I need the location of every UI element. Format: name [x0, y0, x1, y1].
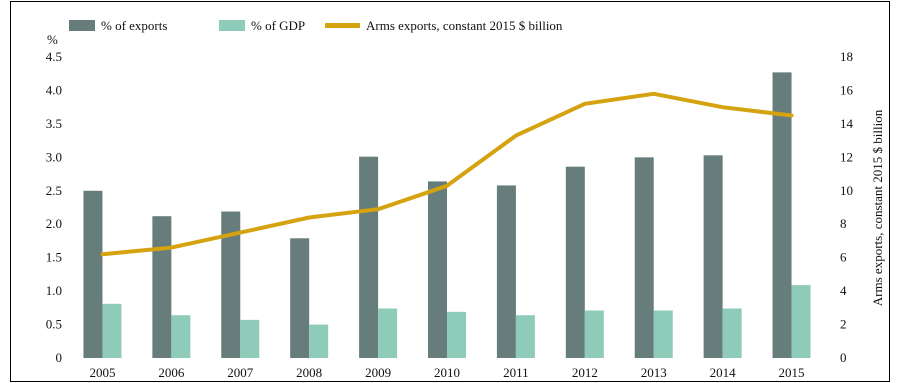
arms-exports-line — [100, 91, 794, 257]
bar-gdp-2006 — [171, 315, 191, 358]
right-tick-label: 6 — [840, 250, 847, 265]
bar-gdp-2013 — [653, 310, 673, 358]
left-tick-label: 4.0 — [46, 82, 62, 97]
bar-exports-2007 — [221, 211, 241, 358]
right-tick-label: 14 — [840, 116, 854, 131]
bar-exports-2013 — [634, 157, 654, 358]
bar-exports-2008 — [290, 238, 310, 358]
bar-gdp-2015 — [791, 285, 811, 358]
left-tick-label: 4.5 — [46, 49, 62, 64]
right-axis-title: Arms exports, constant 2015 $ billion — [870, 109, 885, 306]
left-tick-label: 1.0 — [46, 283, 62, 298]
x-tick-label: 2014 — [710, 365, 737, 380]
legend-label-2: Arms exports, constant 2015 $ billion — [366, 18, 563, 33]
left-tick-label: 2.0 — [46, 216, 62, 231]
x-tick-label: 2015 — [779, 365, 805, 380]
bar-gdp-2014 — [722, 308, 742, 358]
bar-exports-2012 — [565, 166, 585, 358]
x-tick-label: 2012 — [572, 365, 598, 380]
bar-exports-2005 — [83, 190, 103, 358]
right-tick-label: 18 — [840, 49, 853, 64]
right-tick-label: 10 — [840, 183, 853, 198]
right-axis-ticks: 0 2 4 6 8 10 12 14 16 18 — [840, 49, 854, 365]
legend-swatch-1 — [219, 20, 245, 31]
left-tick-label: 0 — [56, 350, 63, 365]
x-tick-label: 2011 — [503, 365, 529, 380]
bar-gdp-2007 — [240, 319, 260, 358]
right-tick-label: 0 — [840, 350, 847, 365]
left-tick-label: 1.5 — [46, 250, 62, 265]
bar-exports-2006 — [152, 216, 172, 358]
x-tick-label: 2010 — [434, 365, 460, 380]
bar-gdp-2011 — [515, 315, 535, 358]
right-tick-label: 16 — [840, 82, 854, 97]
bar-gdp-2008 — [309, 324, 329, 358]
bar-exports-2009 — [359, 156, 379, 358]
x-tick-label: 2006 — [158, 365, 185, 380]
x-tick-label: 2008 — [296, 365, 322, 380]
legend-swatch-0 — [69, 20, 95, 31]
bar-gdp-2012 — [584, 310, 604, 358]
legend-swatch-2 — [325, 23, 360, 28]
right-tick-label: 4 — [840, 283, 847, 298]
bars — [83, 72, 811, 358]
bar-gdp-2010 — [447, 311, 466, 358]
left-tick-label: 3.5 — [46, 116, 62, 131]
legend: % of exports % of GDP Arms exports, consta… — [69, 18, 563, 33]
bar-gdp-2005 — [102, 303, 122, 358]
right-tick-label: 8 — [840, 216, 847, 231]
x-tick-label: 2005 — [89, 365, 115, 380]
legend-label-1: % of GDP — [251, 18, 305, 33]
left-tick-label: 3.0 — [46, 149, 62, 164]
x-tick-label: 2013 — [641, 365, 667, 380]
bar-gdp-2009 — [378, 308, 398, 358]
bar-exports-2014 — [703, 155, 723, 358]
left-tick-label: 2.5 — [46, 183, 62, 198]
left-axis-title: % — [47, 32, 58, 47]
x-tick-label: 2009 — [365, 365, 391, 380]
x-tick-label: 2007 — [227, 365, 254, 380]
bar-exports-2011 — [496, 185, 516, 358]
legend-label-0: % of exports — [101, 18, 167, 33]
left-axis-ticks: 0 0.5 1.0 1.5 2.0 2.5 3.0 3.5 4.0 4.5 — [46, 49, 62, 365]
bar-exports-2015 — [772, 72, 792, 358]
right-tick-label: 12 — [840, 149, 853, 164]
left-tick-label: 0.5 — [46, 317, 62, 332]
right-tick-label: 2 — [840, 317, 847, 332]
bar-exports-2010 — [428, 181, 447, 358]
x-axis-ticks: 2005 2006 2007 2008 2009 2010 2011 2012 2013 2014… — [89, 365, 804, 380]
